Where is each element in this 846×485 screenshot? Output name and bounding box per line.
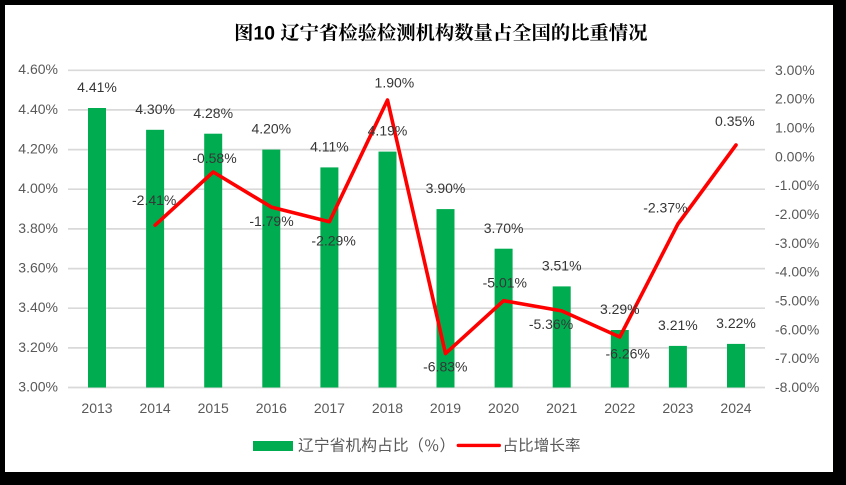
- svg-text:3.51%: 3.51%: [542, 258, 582, 274]
- svg-text:-8.00%: -8.00%: [775, 379, 819, 395]
- svg-text:2015: 2015: [198, 400, 229, 416]
- svg-text:-2.29%: -2.29%: [311, 232, 355, 248]
- svg-text:3.29%: 3.29%: [600, 301, 640, 317]
- svg-text:2013: 2013: [81, 400, 112, 416]
- svg-text:2016: 2016: [256, 400, 287, 416]
- svg-text:-4.00%: -4.00%: [775, 264, 819, 280]
- svg-text:4.41%: 4.41%: [77, 79, 117, 95]
- svg-text:3.80%: 3.80%: [18, 220, 58, 236]
- svg-text:2.00%: 2.00%: [775, 91, 815, 107]
- svg-text:-1.79%: -1.79%: [249, 213, 293, 229]
- svg-text:4.19%: 4.19%: [368, 123, 408, 139]
- svg-text:-2.00%: -2.00%: [775, 206, 819, 222]
- svg-text:3.22%: 3.22%: [716, 315, 756, 331]
- svg-text:-6.83%: -6.83%: [423, 358, 467, 374]
- svg-text:1.00%: 1.00%: [775, 120, 815, 136]
- svg-text:-7.00%: -7.00%: [775, 350, 819, 366]
- svg-text:2024: 2024: [720, 400, 751, 416]
- svg-text:-5.00%: -5.00%: [775, 293, 819, 309]
- svg-text:-5.36%: -5.36%: [529, 316, 573, 332]
- svg-text:3.70%: 3.70%: [484, 220, 524, 236]
- svg-text:3.40%: 3.40%: [18, 299, 58, 315]
- svg-text:4.60%: 4.60%: [18, 61, 58, 77]
- svg-text:3.00%: 3.00%: [18, 378, 58, 394]
- svg-text:3.00%: 3.00%: [775, 62, 815, 78]
- svg-text:4.20%: 4.20%: [18, 141, 58, 157]
- svg-text:1.90%: 1.90%: [375, 74, 415, 90]
- svg-text:3.20%: 3.20%: [18, 339, 58, 355]
- svg-text:0.35%: 0.35%: [715, 113, 755, 129]
- svg-text:2023: 2023: [662, 400, 693, 416]
- svg-text:-3.00%: -3.00%: [775, 235, 819, 251]
- svg-text:2018: 2018: [372, 400, 403, 416]
- svg-text:-2.37%: -2.37%: [643, 200, 687, 216]
- svg-text:-5.01%: -5.01%: [483, 275, 527, 291]
- svg-text:4.20%: 4.20%: [251, 121, 291, 137]
- svg-text:-6.00%: -6.00%: [775, 321, 819, 337]
- svg-text:2017: 2017: [314, 400, 345, 416]
- svg-text:-2.41%: -2.41%: [132, 192, 176, 208]
- svg-text:3.90%: 3.90%: [426, 180, 466, 196]
- svg-text:4.40%: 4.40%: [18, 101, 58, 117]
- svg-text:4.00%: 4.00%: [18, 180, 58, 196]
- svg-text:0.00%: 0.00%: [775, 148, 815, 164]
- svg-text:2022: 2022: [604, 400, 635, 416]
- svg-text:2019: 2019: [430, 400, 461, 416]
- svg-text:4.30%: 4.30%: [135, 101, 175, 117]
- svg-text:-1.00%: -1.00%: [775, 177, 819, 193]
- svg-text:4.11%: 4.11%: [310, 139, 349, 155]
- svg-text:-6.26%: -6.26%: [606, 345, 650, 361]
- svg-text:4.28%: 4.28%: [193, 105, 233, 121]
- svg-text:2021: 2021: [546, 400, 577, 416]
- svg-text:-0.58%: -0.58%: [192, 150, 236, 166]
- svg-text:2020: 2020: [488, 400, 519, 416]
- svg-text:3.21%: 3.21%: [658, 317, 698, 333]
- svg-text:2014: 2014: [140, 400, 171, 416]
- svg-text:3.60%: 3.60%: [18, 260, 58, 276]
